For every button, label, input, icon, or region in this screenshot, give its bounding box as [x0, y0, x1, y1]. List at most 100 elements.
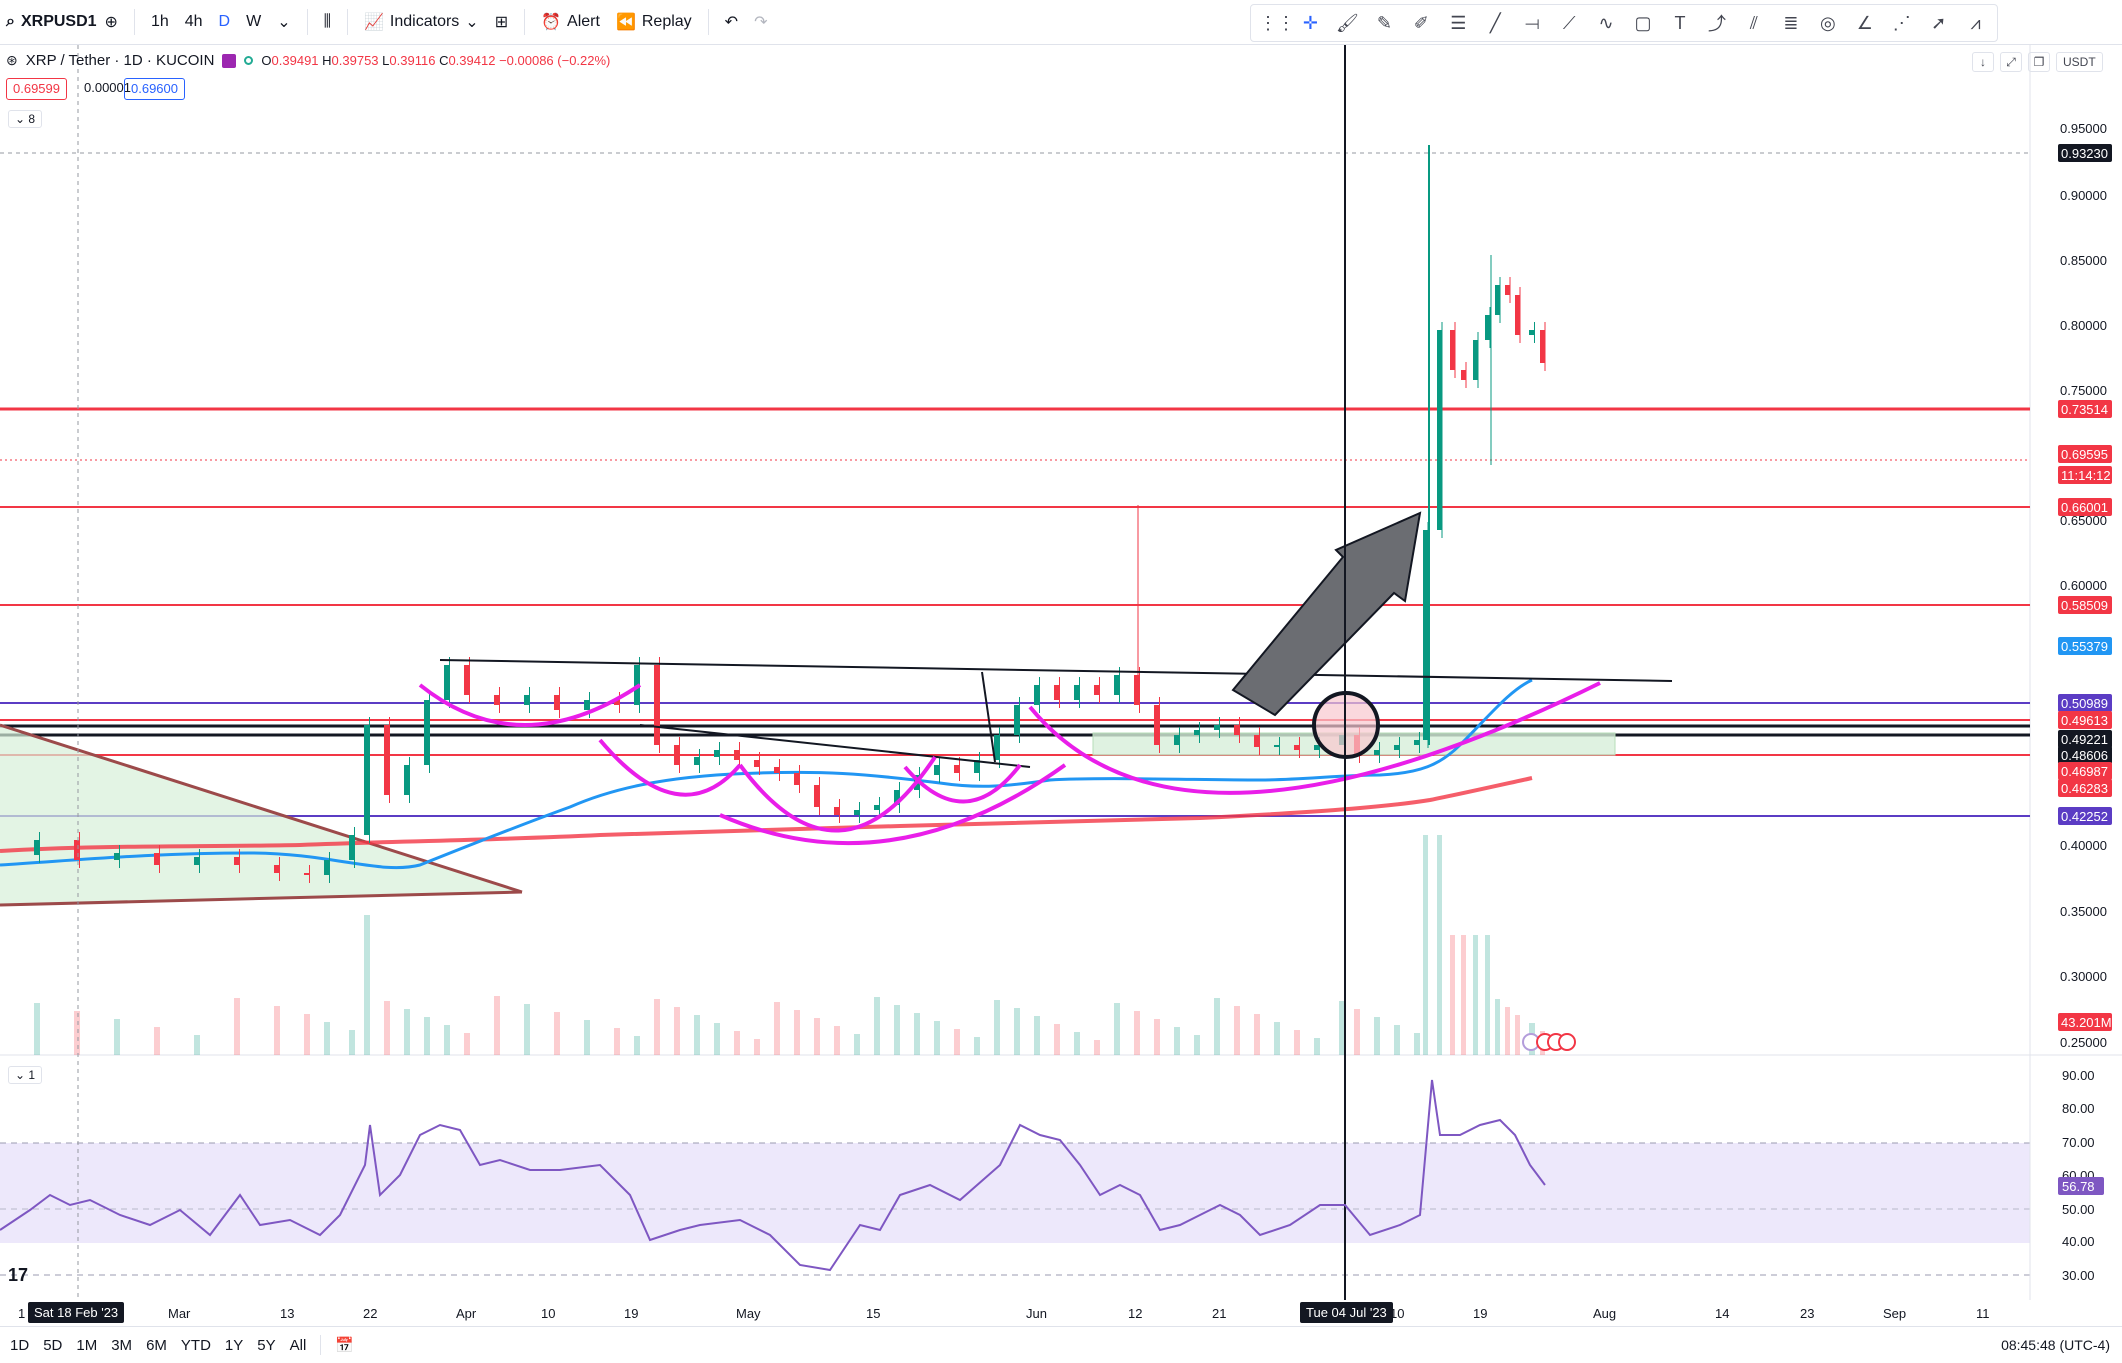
expand-icon[interactable]: ⤢ — [2000, 52, 2022, 72]
rsi-line[interactable] — [0, 1079, 1546, 1272]
flag-icon[interactable] — [222, 53, 237, 68]
arrow-icon[interactable]: ➚ — [1931, 12, 1947, 33]
interval-d[interactable]: D — [218, 13, 231, 30]
interval-4h[interactable]: 4h — [184, 13, 203, 30]
collapse-legend-button[interactable]: ⌄ 8 — [8, 110, 43, 128]
rsi-legend-button[interactable]: ⌄ 1 — [8, 1066, 43, 1084]
zigzag-icon[interactable]: ⩘ — [1970, 12, 1981, 33]
calendar-icon[interactable]: 📅 — [335, 1337, 354, 1354]
time-axis-label: 1 — [18, 1306, 26, 1321]
currency-select[interactable]: USDT — [2056, 52, 2103, 72]
pattern-icon[interactable]: ⋰ — [1892, 12, 1911, 33]
alert-button[interactable]: ⏰ Alert — [533, 5, 608, 39]
chart-type-button[interactable]: ⫼ — [316, 5, 339, 39]
range-all[interactable]: All — [289, 1336, 307, 1354]
range-6m[interactable]: 6M — [146, 1336, 167, 1354]
candle-body — [1014, 705, 1020, 735]
cup-arc[interactable] — [738, 755, 937, 833]
cup-arc[interactable] — [418, 683, 642, 727]
volume-bar — [1094, 1040, 1100, 1055]
lines-icon[interactable]: ☰ — [1450, 12, 1467, 33]
chart-title[interactable]: XRP / Tether · 1D · KUCOIN — [25, 52, 215, 69]
window-icon[interactable]: ❐ — [2028, 52, 2050, 72]
triangle-upper-line[interactable] — [0, 723, 523, 894]
templates-button[interactable]: ⊞ — [487, 5, 516, 39]
candle-body — [364, 725, 370, 835]
cup-arc[interactable] — [719, 763, 1067, 845]
volume-bar — [1174, 1027, 1180, 1055]
horizontal-ray-icon[interactable]: ⟞ — [1524, 12, 1540, 33]
time-axis[interactable]: 1 Mar 13 22 Apr 10 19 May 15 Jun 12 21 10 19 Aug 14 23 Se… — [0, 1300, 2122, 1326]
descending-trend-line[interactable] — [639, 724, 1031, 768]
price-axis[interactable]: 0.950000.900000.850000.800000.750000.700… — [2060, 121, 2107, 1050]
parallel-channel-icon[interactable]: ⫽ — [1749, 12, 1758, 33]
ma-200-line[interactable] — [0, 776, 1533, 853]
drag-handle-icon[interactable]: ⋮⋮ — [1259, 12, 1295, 33]
candle-body — [1074, 685, 1080, 700]
pen-icon[interactable]: ✎ — [1376, 12, 1392, 33]
volume-bar — [444, 1025, 450, 1055]
angle-icon[interactable]: ∠ — [1856, 12, 1873, 33]
arrow-down-icon[interactable]: ↓ — [1972, 52, 1994, 72]
volume-bar — [1414, 1033, 1420, 1055]
cup-arc[interactable] — [1028, 681, 1601, 795]
chart-area[interactable]: 0.950000.900000.850000.800000.750000.700… — [0, 45, 2122, 1323]
circle-icon[interactable]: ◎ — [1819, 12, 1836, 33]
volume-bar — [194, 1035, 200, 1055]
cup-arc[interactable] — [903, 763, 1022, 804]
volume-bar — [234, 998, 240, 1055]
range-5y[interactable]: 5Y — [257, 1336, 276, 1354]
event-icons[interactable] — [1522, 1033, 1576, 1051]
ray-icon[interactable]: ⟋ — [1562, 12, 1576, 33]
range-1y[interactable]: 1Y — [224, 1336, 244, 1354]
interval-dropdown[interactable]: ⌄ — [269, 5, 298, 39]
replay-button[interactable]: ⏪ Replay — [608, 5, 700, 39]
text-icon[interactable]: T — [1674, 12, 1686, 33]
buy-price-button[interactable]: 0.69600 — [124, 78, 185, 100]
brush-icon[interactable]: 🖌 — [1336, 12, 1359, 33]
low-label: L — [382, 53, 390, 68]
range-1d[interactable]: 1D — [10, 1336, 30, 1354]
interval-w[interactable]: W — [246, 13, 262, 30]
highlighter-icon[interactable]: ✐ — [1413, 12, 1429, 33]
fib-icon[interactable]: ≣ — [1783, 12, 1799, 33]
rectangle-icon[interactable]: ▢ — [1634, 12, 1652, 33]
triangle-lower-line[interactable] — [0, 890, 523, 907]
compare-add-button[interactable]: ⊕ — [97, 5, 126, 39]
price-tag — [2058, 746, 2112, 764]
candle-body — [524, 695, 530, 705]
trend-line[interactable] — [981, 671, 996, 763]
range-5d[interactable]: 5D — [43, 1336, 63, 1354]
sell-price-button[interactable]: 0.69599 — [6, 78, 67, 100]
volume-bar — [424, 1017, 430, 1055]
triangle-pattern[interactable] — [0, 725, 522, 905]
redo-button[interactable]: ↷ — [746, 5, 775, 39]
ma-50-line[interactable] — [0, 678, 1533, 870]
path-icon[interactable]: ⤴ — [1707, 14, 1726, 34]
interval-1h[interactable]: 1h — [150, 13, 169, 30]
candle-body — [1194, 730, 1200, 735]
tradingview-logo-icon: 17 — [8, 1265, 28, 1285]
time-axis-label: Apr — [456, 1306, 477, 1321]
candle-body — [1154, 705, 1160, 745]
curve-icon[interactable]: ∿ — [1598, 12, 1614, 33]
breakout-arrow[interactable] — [1231, 511, 1422, 717]
cup-arc[interactable] — [598, 738, 742, 797]
crosshair-icon[interactable]: ✛ — [1302, 12, 1319, 33]
range-ytd[interactable]: YTD — [180, 1336, 211, 1354]
clock[interactable]: 08:45:48 (UTC-4) — [2001, 1337, 2110, 1353]
range-1m[interactable]: 1M — [76, 1336, 98, 1354]
time-axis-label: 22 — [363, 1306, 378, 1321]
range-3m[interactable]: 3M — [111, 1336, 133, 1354]
trend-line-icon[interactable]: ╱ — [1489, 12, 1501, 33]
volume-bar — [554, 1012, 560, 1055]
candle-body — [1540, 330, 1545, 363]
resistance-trend-line[interactable] — [439, 659, 1673, 682]
candlestick-series — [34, 145, 1546, 883]
indicators-button[interactable]: 📈 Indicators ⌄ — [356, 5, 487, 39]
chart-canvas[interactable]: 0.950000.900000.850000.800000.750000.700… — [0, 45, 2122, 1300]
candle-body — [424, 700, 430, 765]
undo-button[interactable]: ↶ — [717, 5, 746, 39]
symbol-search-button[interactable]: ⌕ XRPUSD1 — [0, 13, 97, 31]
